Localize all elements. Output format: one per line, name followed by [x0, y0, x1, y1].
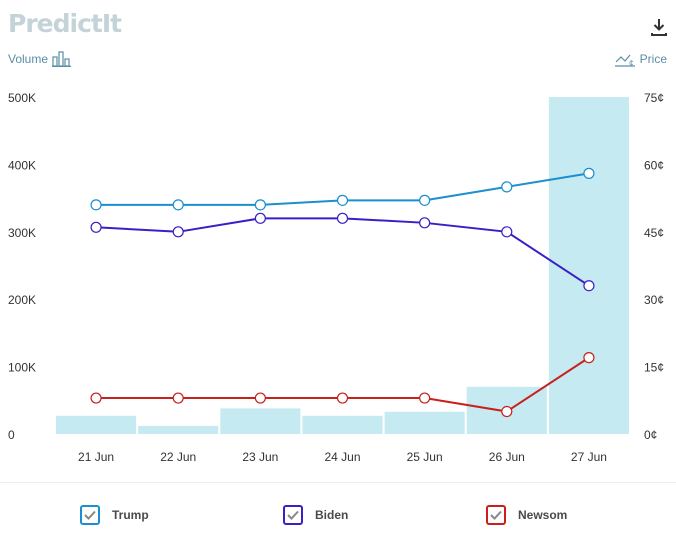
checkbox-trump[interactable] — [80, 505, 100, 525]
volume-bar — [548, 97, 629, 434]
volume-bar — [220, 408, 301, 434]
right-axis-tick-label: 60¢ — [644, 158, 664, 172]
chart-legend: Trump Biden Newsom — [0, 505, 676, 531]
series-point-biden — [501, 226, 513, 238]
series-point-newsom — [90, 392, 102, 404]
series-point-biden — [90, 221, 102, 233]
series-point-trump — [583, 167, 595, 179]
legend-item-biden[interactable]: Biden — [283, 505, 348, 525]
series-point-newsom — [419, 392, 431, 404]
series-point-trump — [90, 199, 102, 211]
predictit-logo: PredictIt — [8, 9, 122, 38]
check-icon — [287, 510, 299, 520]
left-axis-tick-label: 400K — [8, 158, 36, 172]
x-axis-tick-label: 22 Jun — [160, 450, 196, 464]
series-point-trump — [501, 181, 513, 193]
legend-label: Trump — [112, 508, 149, 522]
x-axis-tick-label: 21 Jun — [78, 450, 114, 464]
legend-label: Biden — [315, 508, 349, 522]
line-chart-cent-icon: ¢ — [614, 54, 635, 67]
volume-bar — [56, 415, 137, 434]
check-icon — [84, 510, 96, 520]
price-label: Price — [639, 52, 667, 66]
right-axis-tick-label: 75¢ — [644, 91, 664, 105]
series-point-biden — [419, 217, 431, 229]
x-axis-tick-label: 27 Jun — [571, 450, 607, 464]
x-axis-tick-label: 24 Jun — [324, 450, 360, 464]
series-point-newsom — [336, 392, 349, 404]
legend-label: Newsom — [518, 508, 568, 522]
legend-divider — [0, 482, 676, 483]
series-line-biden — [96, 217, 590, 287]
right-axis-tick-label: 30¢ — [644, 293, 664, 307]
left-axis-tick-label: 500K — [8, 91, 36, 105]
right-axis-tick-label: 45¢ — [644, 226, 664, 240]
checkbox-biden[interactable] — [283, 505, 303, 525]
right-axis-tick-label: 0¢ — [644, 428, 657, 442]
left-axis-tick-label: 300K — [8, 226, 36, 240]
series-point-biden — [172, 226, 184, 238]
series-point-newsom — [254, 392, 266, 404]
svg-text:¢: ¢ — [629, 59, 633, 67]
volume-toggle[interactable]: Volume — [8, 51, 72, 67]
volume-bar — [302, 415, 383, 434]
series-point-biden — [583, 280, 595, 292]
bar-chart-icon — [52, 51, 72, 67]
download-icon[interactable] — [648, 16, 670, 38]
series-point-biden — [336, 212, 349, 224]
series-point-newsom — [501, 405, 513, 418]
checkbox-newsom[interactable] — [486, 505, 506, 525]
legend-item-trump[interactable]: Trump — [80, 505, 149, 525]
left-axis-tick-label: 100K — [8, 361, 36, 375]
price-volume-chart: 0 100K 200K 300K 400K 500K 0¢ 15¢ 30¢ 45¢ 60¢ 75¢ 21… — [8, 91, 664, 464]
price-toggle[interactable]: ¢ Price — [614, 51, 667, 67]
volume-bar — [138, 425, 219, 434]
series-point-trump — [336, 194, 349, 206]
volume-label: Volume — [8, 52, 49, 66]
x-axis-tick-label: 23 Jun — [242, 450, 278, 464]
x-axis-tick-label: 25 Jun — [407, 450, 443, 464]
series-point-newsom — [172, 392, 184, 404]
series-point-trump — [172, 199, 184, 211]
legend-item-newsom[interactable]: Newsom — [486, 505, 567, 525]
volume-bar — [384, 411, 465, 434]
left-axis-tick-label: 0 — [8, 428, 15, 442]
series-point-trump — [254, 199, 266, 211]
series-point-trump — [419, 194, 431, 206]
series-point-biden — [254, 212, 266, 224]
x-axis-tick-label: 26 Jun — [489, 450, 525, 464]
left-axis-tick-label: 200K — [8, 293, 36, 307]
right-axis-tick-label: 15¢ — [644, 361, 664, 375]
series-point-newsom — [583, 352, 595, 364]
check-icon — [490, 510, 502, 520]
